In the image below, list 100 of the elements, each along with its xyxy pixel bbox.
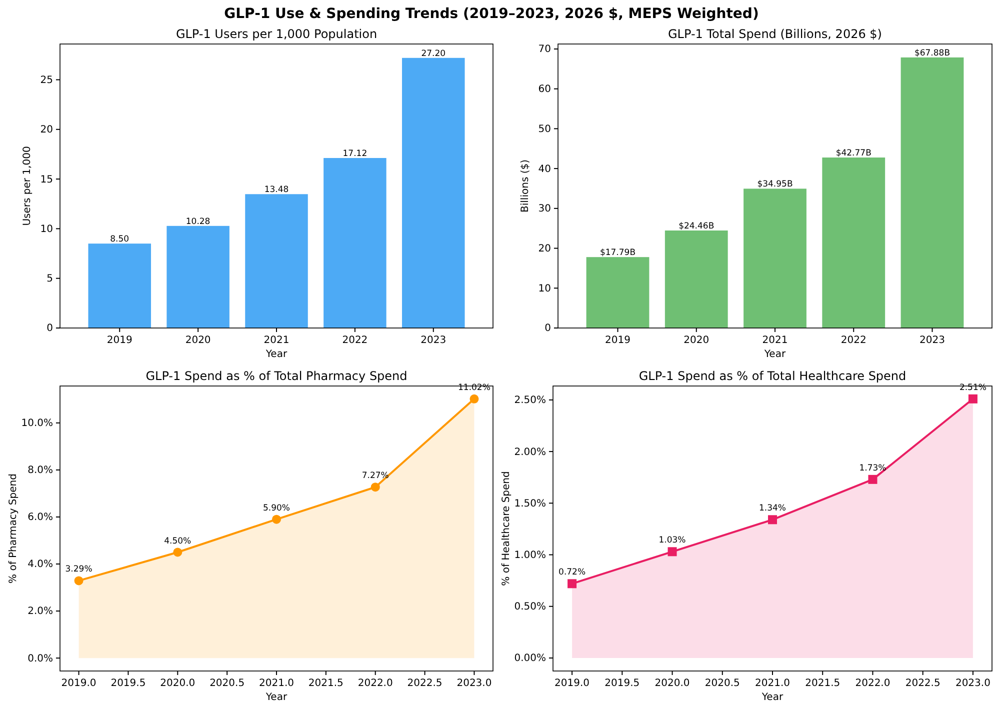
x-tick-label: 2019 bbox=[106, 335, 132, 346]
y-tick-label: 2.0% bbox=[28, 606, 53, 618]
y-tick-label: 0.50% bbox=[514, 602, 546, 613]
x-tick-label: 2022.0 bbox=[358, 678, 393, 689]
y-tick-label: 0.00% bbox=[514, 653, 546, 664]
x-tick-label: 2023 bbox=[920, 335, 945, 346]
y-tick-label: 1.50% bbox=[514, 498, 546, 510]
y-tick-label: 10 bbox=[538, 283, 551, 294]
y-axis-title: Users per 1,000 bbox=[22, 146, 33, 226]
text: GLP-1 Use & Spending Trends (2019–2023, 2026 $, MEPS Weighted) bbox=[224, 6, 759, 22]
bar bbox=[245, 194, 308, 328]
x-tick-label: 2021.5 bbox=[308, 678, 344, 689]
bar bbox=[324, 158, 386, 328]
data-label: 27.20 bbox=[421, 48, 446, 59]
data-label: 8.50 bbox=[110, 234, 130, 245]
x-axis-title: Year bbox=[763, 349, 786, 360]
x-tick-label: 2020.0 bbox=[654, 678, 690, 689]
point bbox=[568, 579, 577, 588]
bar bbox=[586, 257, 650, 328]
y-axis-title: % of Pharmacy Spend bbox=[8, 474, 19, 584]
y-tick-label: 2.50% bbox=[514, 395, 546, 406]
x-axis-title: Year bbox=[264, 692, 288, 703]
y-tick-label: 8.0% bbox=[28, 465, 53, 476]
point bbox=[370, 482, 380, 492]
y-tick-label: 40 bbox=[538, 164, 551, 175]
y-tick-label: 0 bbox=[46, 323, 53, 334]
y-tick-label: 1.00% bbox=[514, 550, 546, 561]
bar bbox=[88, 244, 151, 328]
data-label: $34.95B bbox=[757, 180, 793, 190]
x-tick-label: 2021.5 bbox=[805, 678, 840, 689]
bar bbox=[900, 57, 964, 328]
point bbox=[74, 576, 84, 586]
y-tick-label: 10.0% bbox=[21, 418, 53, 430]
data-label: $24.46B bbox=[678, 222, 714, 232]
data-label: 1.03% bbox=[658, 536, 686, 546]
y-tick-label: 25 bbox=[40, 74, 53, 86]
x-tick-label: 2021 bbox=[762, 335, 788, 346]
x-tick-label: 2020.0 bbox=[160, 678, 196, 689]
chart-title: GLP-1 Users per 1,000 Population bbox=[176, 27, 378, 41]
point bbox=[470, 394, 479, 404]
point bbox=[768, 515, 777, 524]
x-tick-label: 2020 bbox=[684, 335, 710, 346]
bar bbox=[166, 226, 230, 328]
bar bbox=[744, 188, 806, 328]
y-tick-label: 10 bbox=[40, 224, 53, 235]
x-tick-label: 2021.0 bbox=[259, 678, 294, 689]
data-label: 7.27% bbox=[362, 471, 389, 482]
y-tick-label: 30 bbox=[538, 204, 551, 215]
y-tick-label: 2.00% bbox=[514, 446, 546, 458]
x-tick-label: 2021 bbox=[264, 335, 290, 346]
x-tick-label: 2020 bbox=[185, 335, 211, 346]
y-axis-title: Billions ($) bbox=[520, 159, 531, 212]
x-tick-label: 2019.5 bbox=[604, 678, 640, 689]
point bbox=[668, 547, 677, 556]
y-tick-label: 60 bbox=[538, 84, 551, 96]
y-tick-label: 20 bbox=[538, 243, 551, 254]
data-label: 17.12 bbox=[342, 148, 368, 159]
x-axis-title: Year bbox=[760, 692, 784, 703]
y-tick-label: 50 bbox=[538, 124, 551, 135]
point bbox=[272, 514, 281, 524]
data-label: 0.72% bbox=[558, 568, 586, 578]
point bbox=[173, 548, 182, 557]
chart-title: GLP-1 Spend as % of Total Healthcare Spend bbox=[638, 369, 906, 383]
data-label: 1.34% bbox=[758, 504, 786, 514]
y-axis-title: % of Healthcare Spend bbox=[501, 471, 512, 586]
x-axis-title: Year bbox=[264, 349, 288, 360]
x-tick-label: 2022 bbox=[840, 335, 866, 346]
bar bbox=[664, 230, 728, 328]
bar bbox=[402, 58, 465, 328]
x-tick-label: 2022.5 bbox=[905, 678, 940, 689]
chart-title: GLP-1 Total Spend (Billions, 2026 $) bbox=[668, 27, 882, 41]
x-tick-label: 2023.0 bbox=[456, 678, 492, 689]
data-label: 1.73% bbox=[859, 463, 886, 474]
data-label: $17.79B bbox=[600, 248, 636, 258]
x-tick-label: 2021.0 bbox=[755, 678, 790, 689]
y-tick-label: 4.0% bbox=[28, 559, 53, 570]
x-tick-label: 2019.0 bbox=[61, 678, 96, 689]
x-tick-label: 2019.0 bbox=[554, 678, 590, 689]
data-label: 3.29% bbox=[65, 564, 92, 575]
x-tick-label: 2019.5 bbox=[110, 678, 146, 689]
x-tick-label: 2023 bbox=[420, 335, 446, 346]
bar bbox=[822, 158, 886, 328]
x-tick-label: 2022.0 bbox=[855, 678, 890, 689]
x-tick-label: 2023.0 bbox=[955, 678, 990, 689]
x-tick-label: 2020.5 bbox=[704, 678, 740, 689]
x-tick-label: 2022.5 bbox=[407, 678, 442, 689]
y-tick-label: 70 bbox=[538, 44, 551, 56]
y-tick-label: 20 bbox=[40, 124, 53, 136]
data-label: 10.28 bbox=[186, 216, 210, 227]
y-tick-label: 6.0% bbox=[28, 512, 53, 524]
y-tick-label: 5 bbox=[46, 274, 53, 285]
data-label: 4.50% bbox=[164, 536, 192, 546]
x-tick-label: 2020.5 bbox=[210, 678, 245, 689]
data-label: 5.90% bbox=[262, 503, 290, 514]
x-tick-label: 2019 bbox=[605, 335, 630, 346]
point bbox=[868, 474, 878, 484]
y-tick-label: 15 bbox=[40, 174, 53, 186]
data-label: $42.77B bbox=[836, 148, 872, 159]
data-label: 13.48 bbox=[264, 185, 289, 196]
y-tick-label: 0 bbox=[544, 323, 551, 334]
